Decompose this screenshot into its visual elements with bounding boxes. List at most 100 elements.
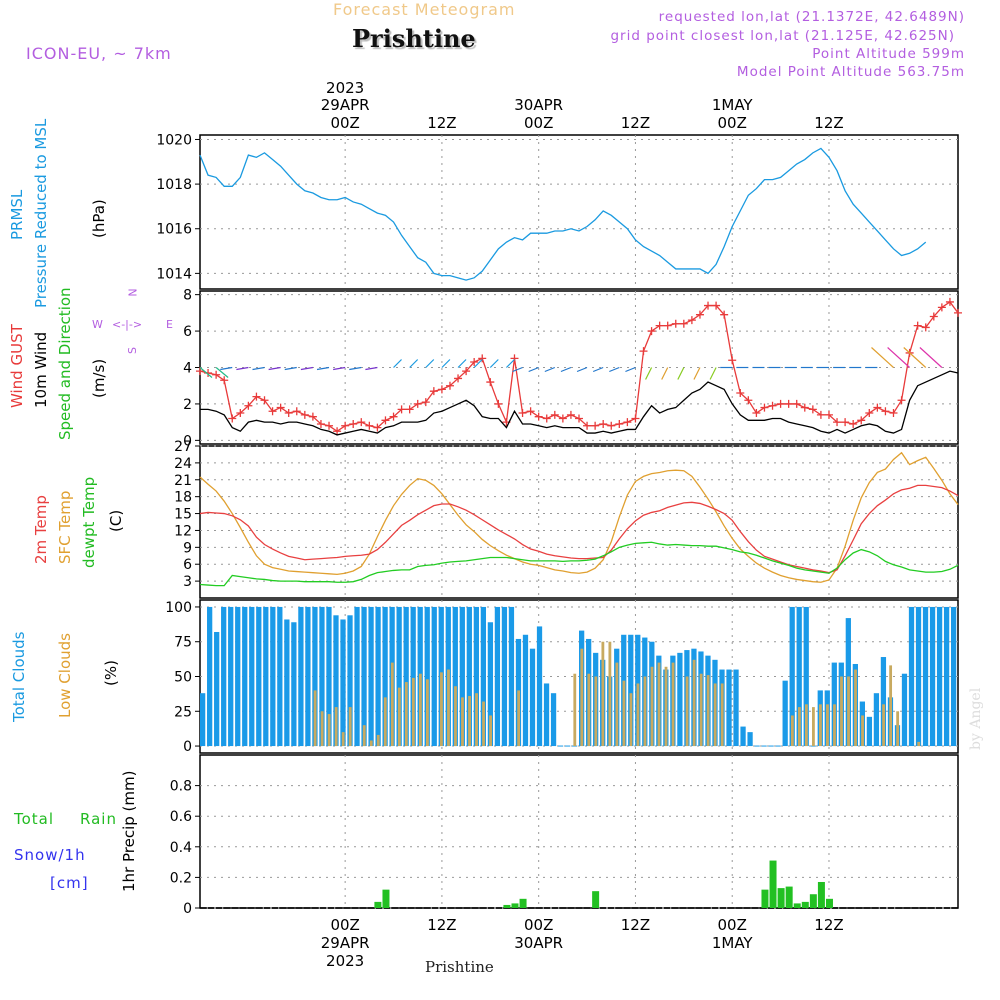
total-cloud-bar — [915, 606, 922, 747]
low-cloud-bar — [840, 676, 843, 747]
wind-gust-series-marker — [478, 354, 487, 363]
wind-gust-series-marker — [486, 378, 495, 387]
total-cloud-bar — [733, 669, 739, 747]
y-tick-label: 0.4 — [170, 840, 192, 856]
wind-gust-series-marker — [808, 405, 817, 414]
compass-east-label: E — [166, 318, 173, 331]
wind-gust-series-marker — [889, 409, 898, 418]
low-cloud-bar — [447, 669, 450, 747]
precip-bar — [809, 894, 817, 908]
total-cloud-bar — [228, 606, 234, 747]
rain-label: Rain — [80, 810, 117, 828]
total-cloud-bar — [866, 716, 873, 747]
total-cloud-bar — [501, 606, 508, 747]
wind-gust-series-marker — [945, 297, 954, 306]
compass-arrow: <-|-> — [112, 318, 143, 331]
total-cloud-bar — [263, 606, 269, 747]
low-cloud-bar — [362, 725, 366, 747]
wind-gust-series-marker — [744, 396, 753, 405]
wind-direction-arrow — [919, 347, 943, 368]
wind-direction-arrow — [268, 366, 281, 371]
low-cloud-bar — [854, 669, 857, 747]
wind-direction-arrow — [609, 366, 620, 373]
low-cloud-bar — [819, 704, 822, 747]
bottom-hour-label: 00Z — [718, 916, 747, 934]
wind-gust-series-marker — [687, 316, 696, 325]
wind-gust-series-marker — [663, 321, 672, 330]
bottom-hour-label: 00Z — [524, 916, 553, 934]
total-cloud-bar — [452, 606, 458, 747]
low-cloud-bar — [348, 707, 352, 747]
wind-direction-arrow — [887, 347, 911, 368]
total-cloud-bar — [929, 606, 936, 747]
low-cloud-bar — [882, 704, 886, 747]
total-cloud-bar — [221, 606, 227, 747]
total-cloud-bar — [214, 631, 220, 747]
wind-direction-arrow — [576, 366, 588, 373]
total-cloud-bar — [242, 606, 248, 747]
requested-coords: requested lon,lat (21.1372E, 42.6489N) — [658, 9, 965, 25]
total-cloud-bar — [628, 634, 634, 747]
total-cloud-bar — [410, 606, 416, 747]
sfc-temp-series — [199, 451, 959, 583]
low-cloud-bar — [608, 641, 612, 747]
wind-gust-series-marker — [575, 414, 583, 423]
dewpt-series — [199, 541, 959, 587]
wind-gust-series-marker — [607, 421, 616, 430]
wind-gust-series-marker — [599, 419, 608, 428]
precip-bar — [793, 903, 801, 908]
low-cloud-bar — [629, 693, 633, 747]
wind-gust-series-marker — [421, 398, 430, 407]
wind-gust-series-marker — [357, 418, 366, 427]
y-tick-label: 12 — [174, 523, 192, 539]
y-tick-label: 0.8 — [170, 779, 192, 795]
wind-10m-series — [200, 370, 959, 436]
y-tick-label: 50 — [174, 670, 192, 686]
total-cloud-bar — [494, 606, 501, 747]
y-tick-label: 1018 — [156, 177, 192, 193]
top-hour-label: 12Z — [621, 114, 650, 132]
total-cloud-bar — [803, 606, 809, 747]
y-tick-label: 27 — [174, 439, 192, 455]
wind-gust-series-marker — [954, 308, 962, 317]
low-cloud-bar — [517, 690, 521, 747]
wind-direction-arrow — [528, 366, 539, 373]
low-cloud-bar — [327, 714, 331, 747]
footer-location: Prishtine — [425, 958, 494, 976]
low-cloud-bar — [440, 672, 443, 747]
wind-gust-series-marker — [325, 421, 334, 430]
low-cloud-bar — [376, 734, 380, 747]
top-date-label: 29APR — [321, 96, 370, 114]
total-cloud-bar — [550, 693, 557, 747]
low-cloud-bar — [425, 679, 429, 747]
wind-gust-series-marker — [445, 381, 454, 390]
wind-gust-series — [199, 301, 959, 433]
wind-gust-series-marker — [720, 310, 729, 319]
wind-gust-series-marker — [212, 370, 221, 379]
wind-direction-arrow — [409, 359, 419, 368]
low-cloud-bar — [383, 697, 387, 747]
y-tick-label: 24 — [174, 456, 192, 472]
total-cloud-bar — [880, 657, 887, 747]
low-cloud-bar — [636, 683, 640, 747]
y-tick-label: 15 — [174, 507, 192, 523]
wind-direction-arrow — [333, 366, 346, 371]
wind-gust-series-marker — [655, 321, 664, 330]
wind-gust-series-marker — [220, 376, 229, 385]
y-tick-label: 21 — [174, 473, 192, 489]
wind-gust-series-marker — [300, 410, 309, 419]
y-tick-label: 8 — [183, 288, 192, 304]
panel-3 — [195, 445, 959, 599]
low-cloud-bar — [650, 666, 654, 747]
wind-direction-arrow — [365, 366, 378, 371]
low-cloud-bar — [812, 707, 815, 747]
total-cloud-bar — [347, 615, 353, 747]
low-cloud-bar — [622, 680, 626, 747]
wind-direction-arrow — [693, 367, 701, 380]
total-cloud-bar — [480, 606, 487, 747]
total-cloud-bar — [466, 606, 472, 747]
wind-gust-series-marker — [897, 396, 906, 405]
wind-direction-arrow — [512, 366, 523, 373]
bottom-hour-label: 12Z — [427, 916, 456, 934]
